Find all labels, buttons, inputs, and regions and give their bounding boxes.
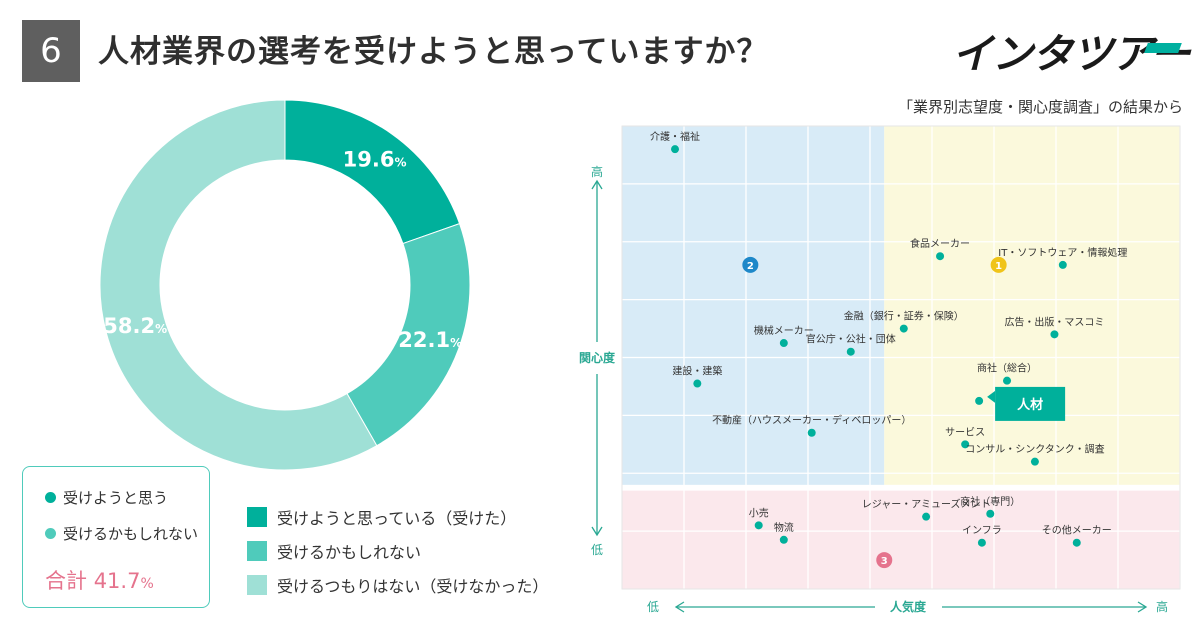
x-axis-arrow-right-icon (1137, 601, 1148, 613)
scatter-point-label: インフラ (962, 525, 1002, 537)
scatter-point-label: 物流 (774, 521, 794, 534)
scatter-point (975, 396, 984, 405)
zone-badge-icon (990, 256, 1007, 273)
x-axis-title: 人気度 (890, 599, 927, 614)
scatter-point (693, 379, 702, 388)
scatter-point-label: 商社（専門） (960, 495, 1020, 508)
y-axis-arrow-down-icon (591, 526, 603, 537)
scatter-point (779, 535, 788, 544)
scatter-point-label: その他メーカー (1042, 524, 1112, 537)
scatter-point (1050, 330, 1059, 339)
summary-item: 受けようと思う (45, 487, 168, 508)
summary-item-label: 受けようと思う (63, 489, 169, 507)
legend-swatch-icon (247, 541, 267, 561)
donut-slice (284, 99, 461, 245)
donut-value-label: 19.6% (343, 148, 407, 172)
matrix-frame (621, 125, 1181, 590)
scatter-point (671, 145, 680, 154)
summary-dot-icon (45, 528, 56, 539)
x-axis-arrow-left-icon (674, 601, 685, 613)
scatter-point (986, 509, 995, 518)
summary-total-unit: % (140, 576, 154, 592)
y-axis-arrow-up-icon (591, 179, 603, 190)
legend-swatch-icon (247, 507, 267, 527)
donut-chart: 19.6% 22.1% 58.2% (99, 99, 471, 471)
scatter-point (846, 347, 855, 356)
matrix-zone-1 (884, 126, 1180, 485)
scatter-point (807, 428, 816, 437)
scatter-point (754, 521, 763, 530)
scatter-point-label: 不動産（ハウスメーカー・ディベロッパー） (712, 414, 911, 427)
y-axis-title: 関心度 (579, 350, 616, 365)
scatter-point (1058, 260, 1067, 269)
x-axis-high-label: 高 (1156, 599, 1168, 614)
scatter-point-label: 商社（総合） (977, 362, 1037, 375)
scatter-point-label: 建設・建築 (672, 365, 722, 378)
zone-badge-icon (742, 256, 759, 273)
scatter-point-label: サービス (945, 426, 985, 438)
scatter-point-label: レジャー・アミューズメント (862, 498, 991, 511)
scatter-point-label: 食品メーカー (910, 237, 970, 250)
section-number: 6 (40, 31, 62, 71)
scatter-point-label: コンサル・シンクタンク・調査 (965, 443, 1104, 456)
zone-badge-number: 3 (881, 556, 888, 567)
scatter-point (899, 324, 908, 333)
logo-accent-bar (1144, 43, 1182, 53)
summary-total-label: 合計 (45, 569, 87, 593)
scatter-point (1003, 376, 1012, 385)
scatter-point (779, 339, 788, 348)
scatter-point-label: 金融（銀行・証券・保険） (844, 310, 964, 323)
y-axis-high-label: 高 (591, 164, 603, 179)
scatter-point (936, 252, 945, 261)
donut-legend-item: 受けるかもしれない (247, 539, 421, 563)
scatter-point-label: 小売 (749, 506, 769, 519)
highlight-point-label: 人材 (1017, 397, 1043, 413)
summary-total: 合計 41.7% (45, 565, 154, 595)
logo-text: インタツアー (952, 30, 1191, 78)
legend-label: 受けるつもりはない（受けなかった） (277, 577, 549, 596)
scatter-point (922, 512, 931, 521)
x-axis-low-label: 低 (647, 600, 659, 614)
summary-item: 受けるかもしれない (45, 523, 198, 544)
legend-swatch-icon (247, 575, 267, 595)
scatter-point (977, 538, 986, 547)
donut-value-label: 22.1% (398, 328, 462, 352)
scatter-point (1030, 457, 1039, 466)
summary-item-label: 受けるかもしれない (63, 525, 199, 543)
scatter-point-label: 官公庁・公社・団体 (806, 333, 896, 346)
summary-total-value: 41.7 (93, 569, 141, 593)
summary-dot-icon (45, 492, 56, 503)
scatter-point-label: IT・ソフトウェア・情報処理 (998, 246, 1127, 259)
chart-subtitle: 「業界別志望度・関心度調査」の結果から (898, 98, 1184, 116)
matrix-zone-3 (622, 490, 1180, 589)
highlight-callout-box (995, 386, 1066, 421)
matrix-zone-2 (622, 126, 885, 485)
page-title: 人材業界の選考を受けようと思っていますか？ (98, 34, 769, 70)
scatter-point (1072, 538, 1081, 547)
legend-label: 受けるかもしれない (277, 543, 422, 562)
scatter-point-label: 機械メーカー (754, 324, 814, 337)
scatter-point-label: 広告・出版・マスコミ (1004, 315, 1104, 328)
zone-badge-number: 1 (995, 261, 1002, 272)
zone-badge-icon (876, 552, 893, 569)
donut-slice (99, 99, 378, 471)
donut-legend-item: 受けようと思っている（受けた） (247, 505, 516, 529)
legend-label: 受けようと思っている（受けた） (277, 509, 517, 528)
scatter-point (961, 440, 970, 449)
zone-badge-number: 2 (747, 261, 754, 272)
intatour-logo: インタツアー (952, 20, 1191, 78)
donut-legend-item: 受けるつもりはない（受けなかった） (247, 573, 548, 597)
scatter-point-label: 介護・福祉 (650, 130, 700, 143)
section-number-badge: 6 (22, 20, 80, 82)
y-axis-low-label: 低 (591, 543, 603, 557)
highlight-callout-pointer (987, 390, 996, 403)
summary-box: 受けようと思う 受けるかもしれない 合計 41.7% (22, 466, 210, 608)
donut-value-label: 58.2% (103, 314, 167, 338)
